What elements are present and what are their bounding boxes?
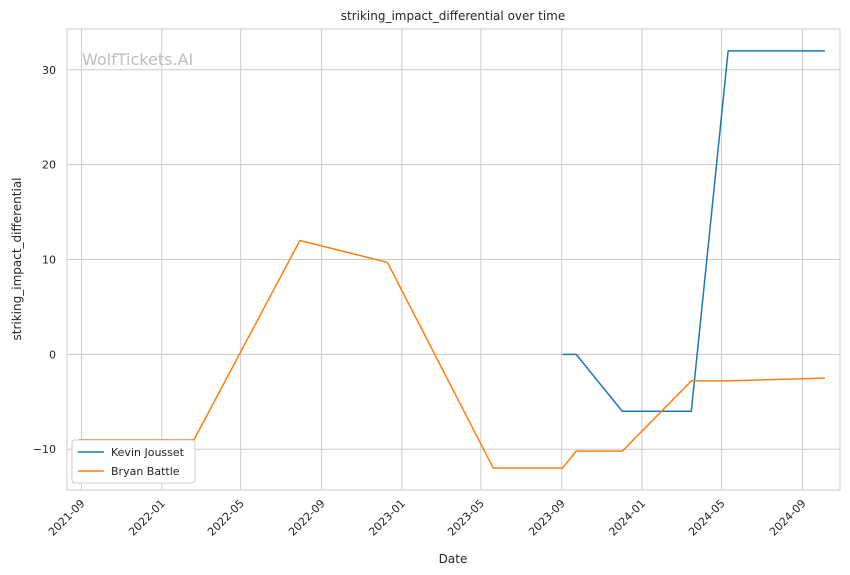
y-tick-label-2: 10 <box>42 254 56 267</box>
x-tick-label-1: 2022-01 <box>126 497 168 539</box>
series-lines <box>78 50 825 469</box>
x-tick-label-3: 2022-09 <box>286 497 328 539</box>
y-tick-label-3: 20 <box>42 159 56 172</box>
series-line-kevin-jousset <box>562 50 825 413</box>
grid <box>67 29 840 490</box>
legend-label-0: Kevin Jousset <box>111 446 185 459</box>
x-tick-label-9: 2024-09 <box>767 497 809 539</box>
legend: Kevin Jousset Bryan Battle <box>71 439 196 484</box>
y-tick-label-0: −10 <box>33 443 56 456</box>
x-tick-label-4: 2023-01 <box>366 497 408 539</box>
watermark-text: WolfTickets.AI <box>82 50 193 69</box>
x-tick-label-6: 2023-09 <box>526 497 568 539</box>
x-tick-label-5: 2023-05 <box>445 497 487 539</box>
x-tick-label-7: 2024-01 <box>606 497 648 539</box>
x-tick-label-2: 2022-05 <box>205 497 247 539</box>
y-axis-label: striking_impact_differential <box>10 177 24 340</box>
chart-title: striking_impact_differential over time <box>341 9 566 23</box>
legend-box <box>71 439 196 484</box>
x-tick-label-0: 2021-09 <box>46 497 88 539</box>
x-tick-label-8: 2024-05 <box>686 497 728 539</box>
y-tick-labels: −10 0 10 20 30 <box>33 64 56 456</box>
y-tick-label-4: 30 <box>42 64 56 77</box>
x-axis-label: Date <box>439 552 468 566</box>
plot-frame <box>66 28 841 491</box>
series-line-bryan-battle <box>78 239 825 469</box>
legend-label-1: Bryan Battle <box>111 465 180 478</box>
x-tick-labels: 2021-09 2022-01 2022-05 2022-09 2023-01 2023-… <box>46 497 809 539</box>
y-tick-label-1: 0 <box>49 348 56 361</box>
